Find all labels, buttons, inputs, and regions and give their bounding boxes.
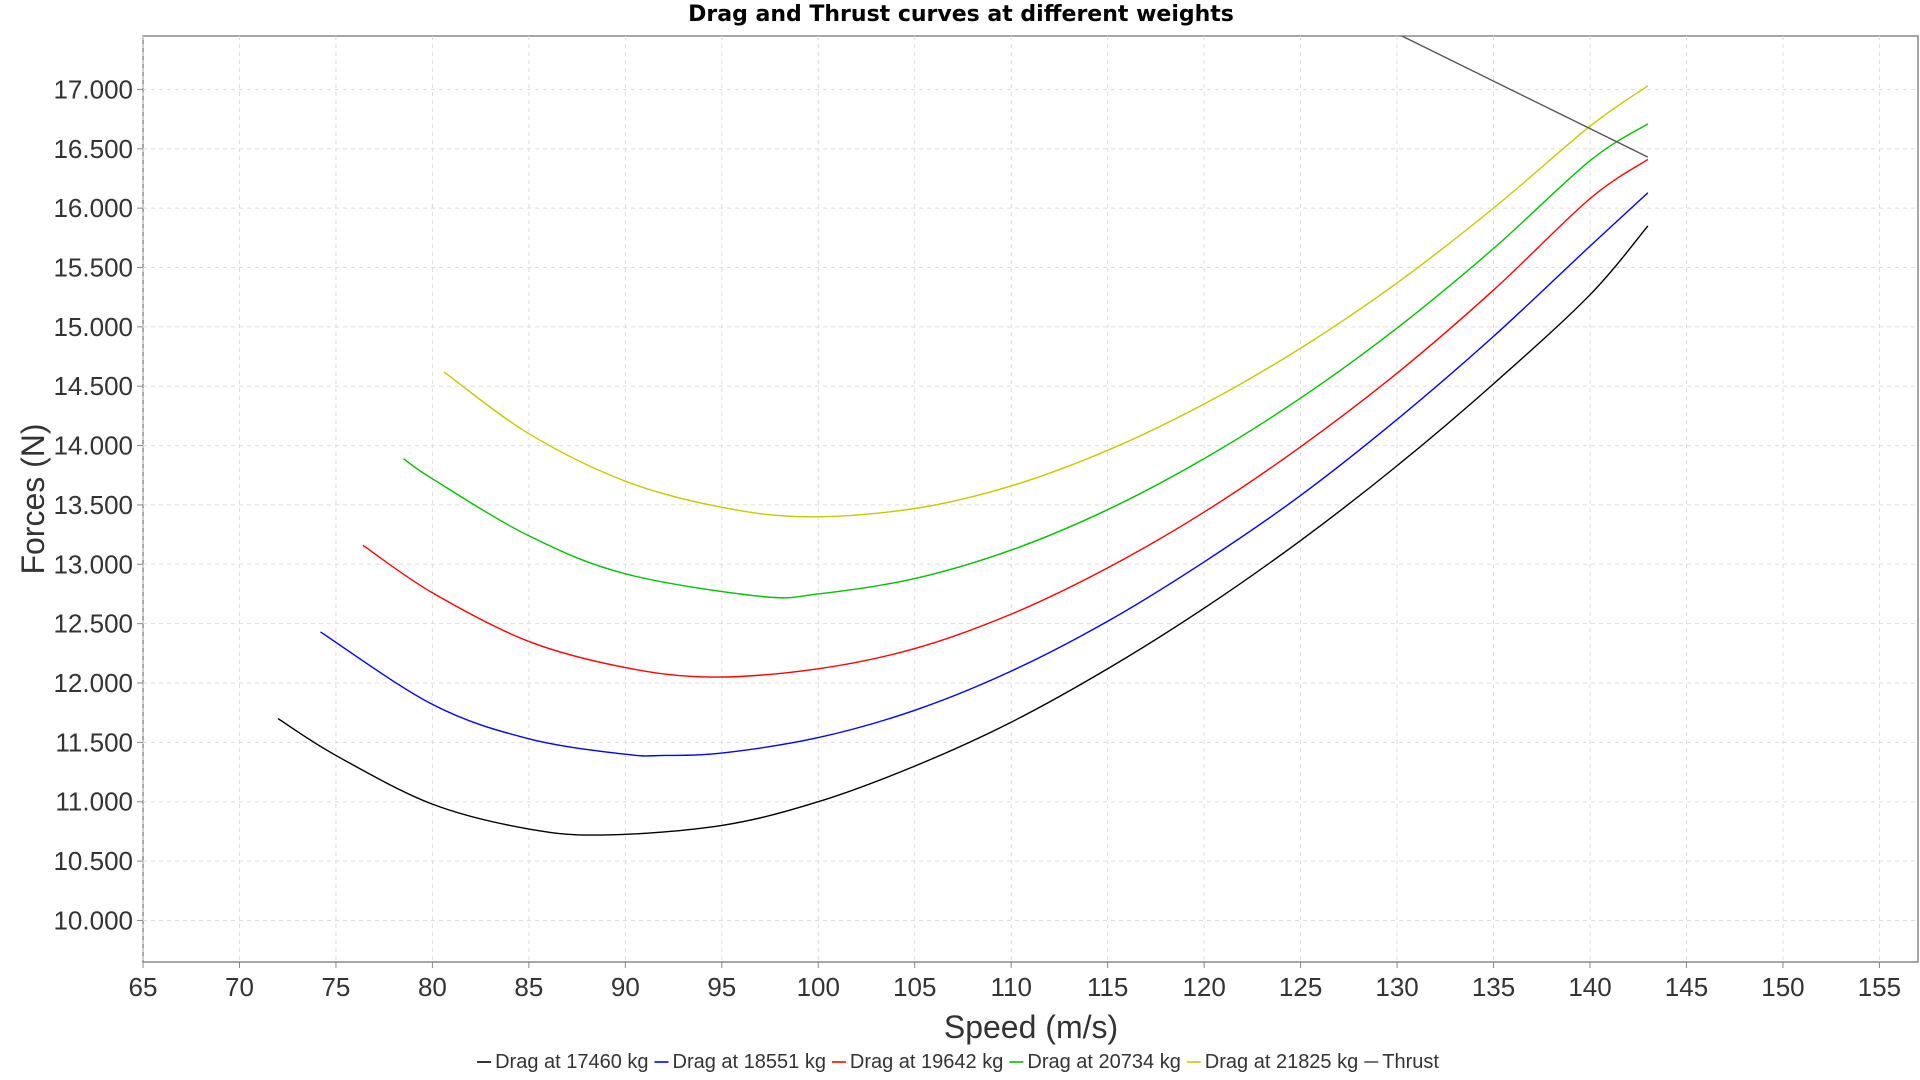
x-tick-label: 75 xyxy=(321,972,350,1002)
legend-label: Thrust xyxy=(1382,1051,1439,1073)
x-tick-label: 115 xyxy=(1087,972,1128,1002)
y-axis: 10.000 10.500 11.000 11.500 12.000 12.500 13.0… xyxy=(53,74,143,935)
y-axis-label: Forces (N) xyxy=(15,423,51,574)
chart-title: Drag and Thrust curves at different weig… xyxy=(688,2,1234,27)
legend-label: Drag at 20734 kg xyxy=(1027,1051,1180,1073)
y-tick-label: 11.500 xyxy=(55,727,133,757)
x-tick-label: 100 xyxy=(797,972,840,1002)
legend-item: Drag at 18551 kg xyxy=(654,1051,826,1073)
x-tick-label: 95 xyxy=(707,972,736,1002)
y-tick-label: 10.000 xyxy=(53,905,133,935)
x-tick-label: 90 xyxy=(611,972,640,1002)
x-tick-label: 125 xyxy=(1279,972,1322,1002)
series-lines xyxy=(277,36,1649,836)
x-tick-label: 150 xyxy=(1761,972,1804,1002)
legend-label: Drag at 17460 kg xyxy=(495,1051,648,1073)
series-line-0 xyxy=(277,225,1649,836)
x-tick-label: 140 xyxy=(1568,972,1611,1002)
x-tick-label: 80 xyxy=(418,972,447,1002)
y-tick-label: 15.500 xyxy=(53,253,133,283)
x-axis: 65 70 75 80 85 90 95 100 105 110 115 120 125 130 135 14… xyxy=(129,962,1901,1002)
x-tick-label: 120 xyxy=(1182,972,1225,1002)
y-tick-label: 13.500 xyxy=(53,490,133,520)
y-tick-label: 14.500 xyxy=(53,371,133,401)
y-tick-label: 14.000 xyxy=(53,431,133,461)
legend-label: Drag at 19642 kg xyxy=(850,1051,1003,1073)
x-tick-label: 65 xyxy=(129,972,158,1002)
x-axis-label: Speed (m/s) xyxy=(944,1009,1118,1045)
series-line-5 xyxy=(1400,36,1649,158)
plot-area xyxy=(142,35,1919,963)
plot-background xyxy=(142,35,1919,963)
legend-item: Thrust xyxy=(1364,1051,1439,1073)
legend-item: Drag at 17460 kg xyxy=(477,1051,649,1073)
grid-lines xyxy=(142,36,1918,962)
legend-item: Drag at 20734 kg xyxy=(1009,1051,1181,1073)
legend-item: Drag at 21825 kg xyxy=(1186,1051,1358,1073)
y-tick-label: 15.000 xyxy=(53,312,133,342)
y-tick-label: 11.000 xyxy=(55,787,133,817)
series-line-1 xyxy=(320,192,1649,757)
y-tick-label: 13.000 xyxy=(53,549,133,579)
x-tick-label: 105 xyxy=(893,972,936,1002)
legend-label: Drag at 21825 kg xyxy=(1205,1051,1358,1073)
y-tick-label: 17.000 xyxy=(53,74,133,104)
x-tick-label: 70 xyxy=(225,972,254,1002)
y-tick-label: 16.500 xyxy=(53,134,133,164)
series-line-4 xyxy=(443,85,1649,518)
x-tick-label: 135 xyxy=(1472,972,1515,1002)
x-tick-label: 130 xyxy=(1375,972,1418,1002)
series-line-2 xyxy=(362,158,1649,678)
x-tick-label: 110 xyxy=(990,972,1031,1002)
series-line-3 xyxy=(403,123,1649,599)
legend-item: Drag at 19642 kg xyxy=(831,1051,1003,1073)
y-tick-label: 12.500 xyxy=(53,609,133,639)
x-tick-label: 155 xyxy=(1858,972,1901,1002)
legend-label: Drag at 18551 kg xyxy=(673,1051,826,1073)
y-tick-label: 12.000 xyxy=(53,668,133,698)
legend: Drag at 17460 kg Drag at 18551 kg Drag at … xyxy=(477,1051,1439,1073)
y-tick-label: 10.500 xyxy=(53,846,133,876)
y-tick-label: 16.000 xyxy=(53,193,133,223)
x-tick-label: 145 xyxy=(1665,972,1708,1002)
x-tick-label: 85 xyxy=(514,972,543,1002)
